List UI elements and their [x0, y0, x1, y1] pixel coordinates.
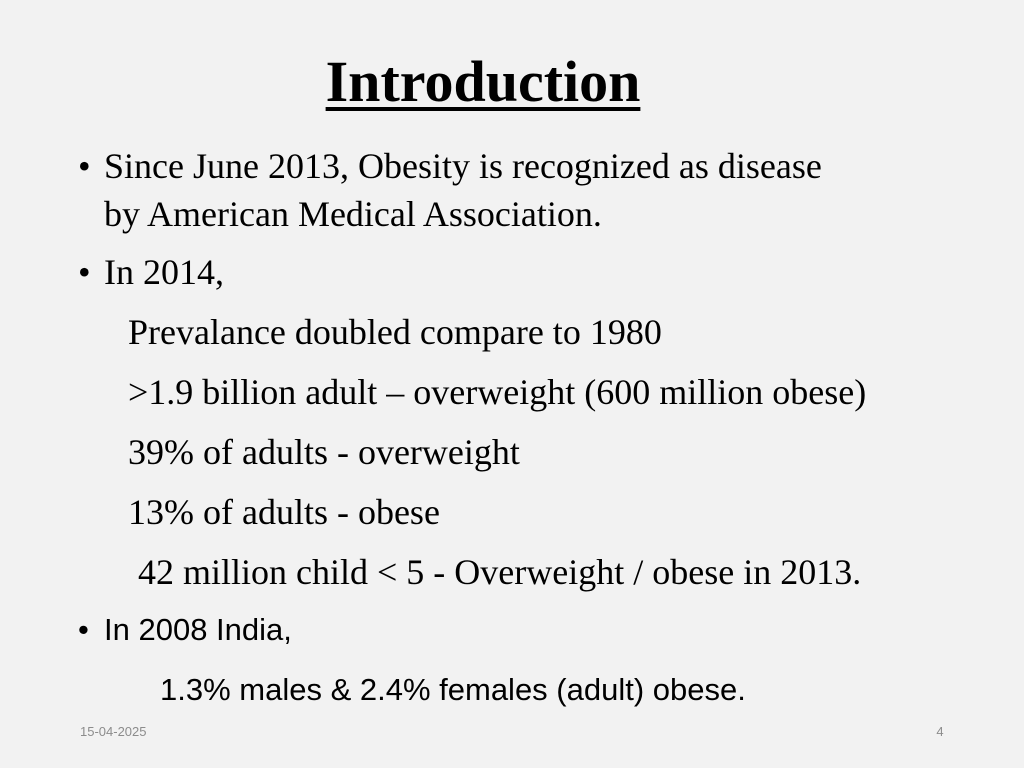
footer-date: 15-04-2025	[80, 724, 147, 739]
bullet-marker: •	[78, 252, 91, 292]
sub-line: 42 million child < 5 - Overweight / obes…	[138, 552, 862, 592]
bullet-marker: •	[78, 612, 89, 647]
sub-line: >1.9 billion adult – overweight (600 mil…	[128, 372, 867, 412]
bullet-item: • In 2014,	[78, 248, 224, 296]
slide-title: Introduction	[325, 49, 641, 114]
bullet-text: Since June 2013, Obesity is recognized a…	[104, 142, 822, 238]
bullet-item: • In 2008 India,	[78, 606, 292, 654]
sub-line: 1.3% males & 2.4% females (adult) obese.	[160, 672, 746, 707]
bullet-item: • Since June 2013, Obesity is recognized…	[78, 142, 822, 238]
bullet-text: In 2008 India,	[104, 612, 292, 647]
bullet-text: In 2014,	[104, 252, 224, 292]
bullet-line: Since June 2013, Obesity is recognized a…	[104, 146, 822, 186]
sub-line: 39% of adults - overweight	[128, 432, 520, 472]
bullet-marker: •	[78, 146, 91, 186]
bullet-line: by American Medical Association.	[104, 194, 602, 234]
sub-line: Prevalance doubled compare to 1980	[128, 312, 662, 352]
sub-line: 13% of adults - obese	[128, 492, 440, 532]
footer-page-number: 4	[936, 724, 944, 739]
